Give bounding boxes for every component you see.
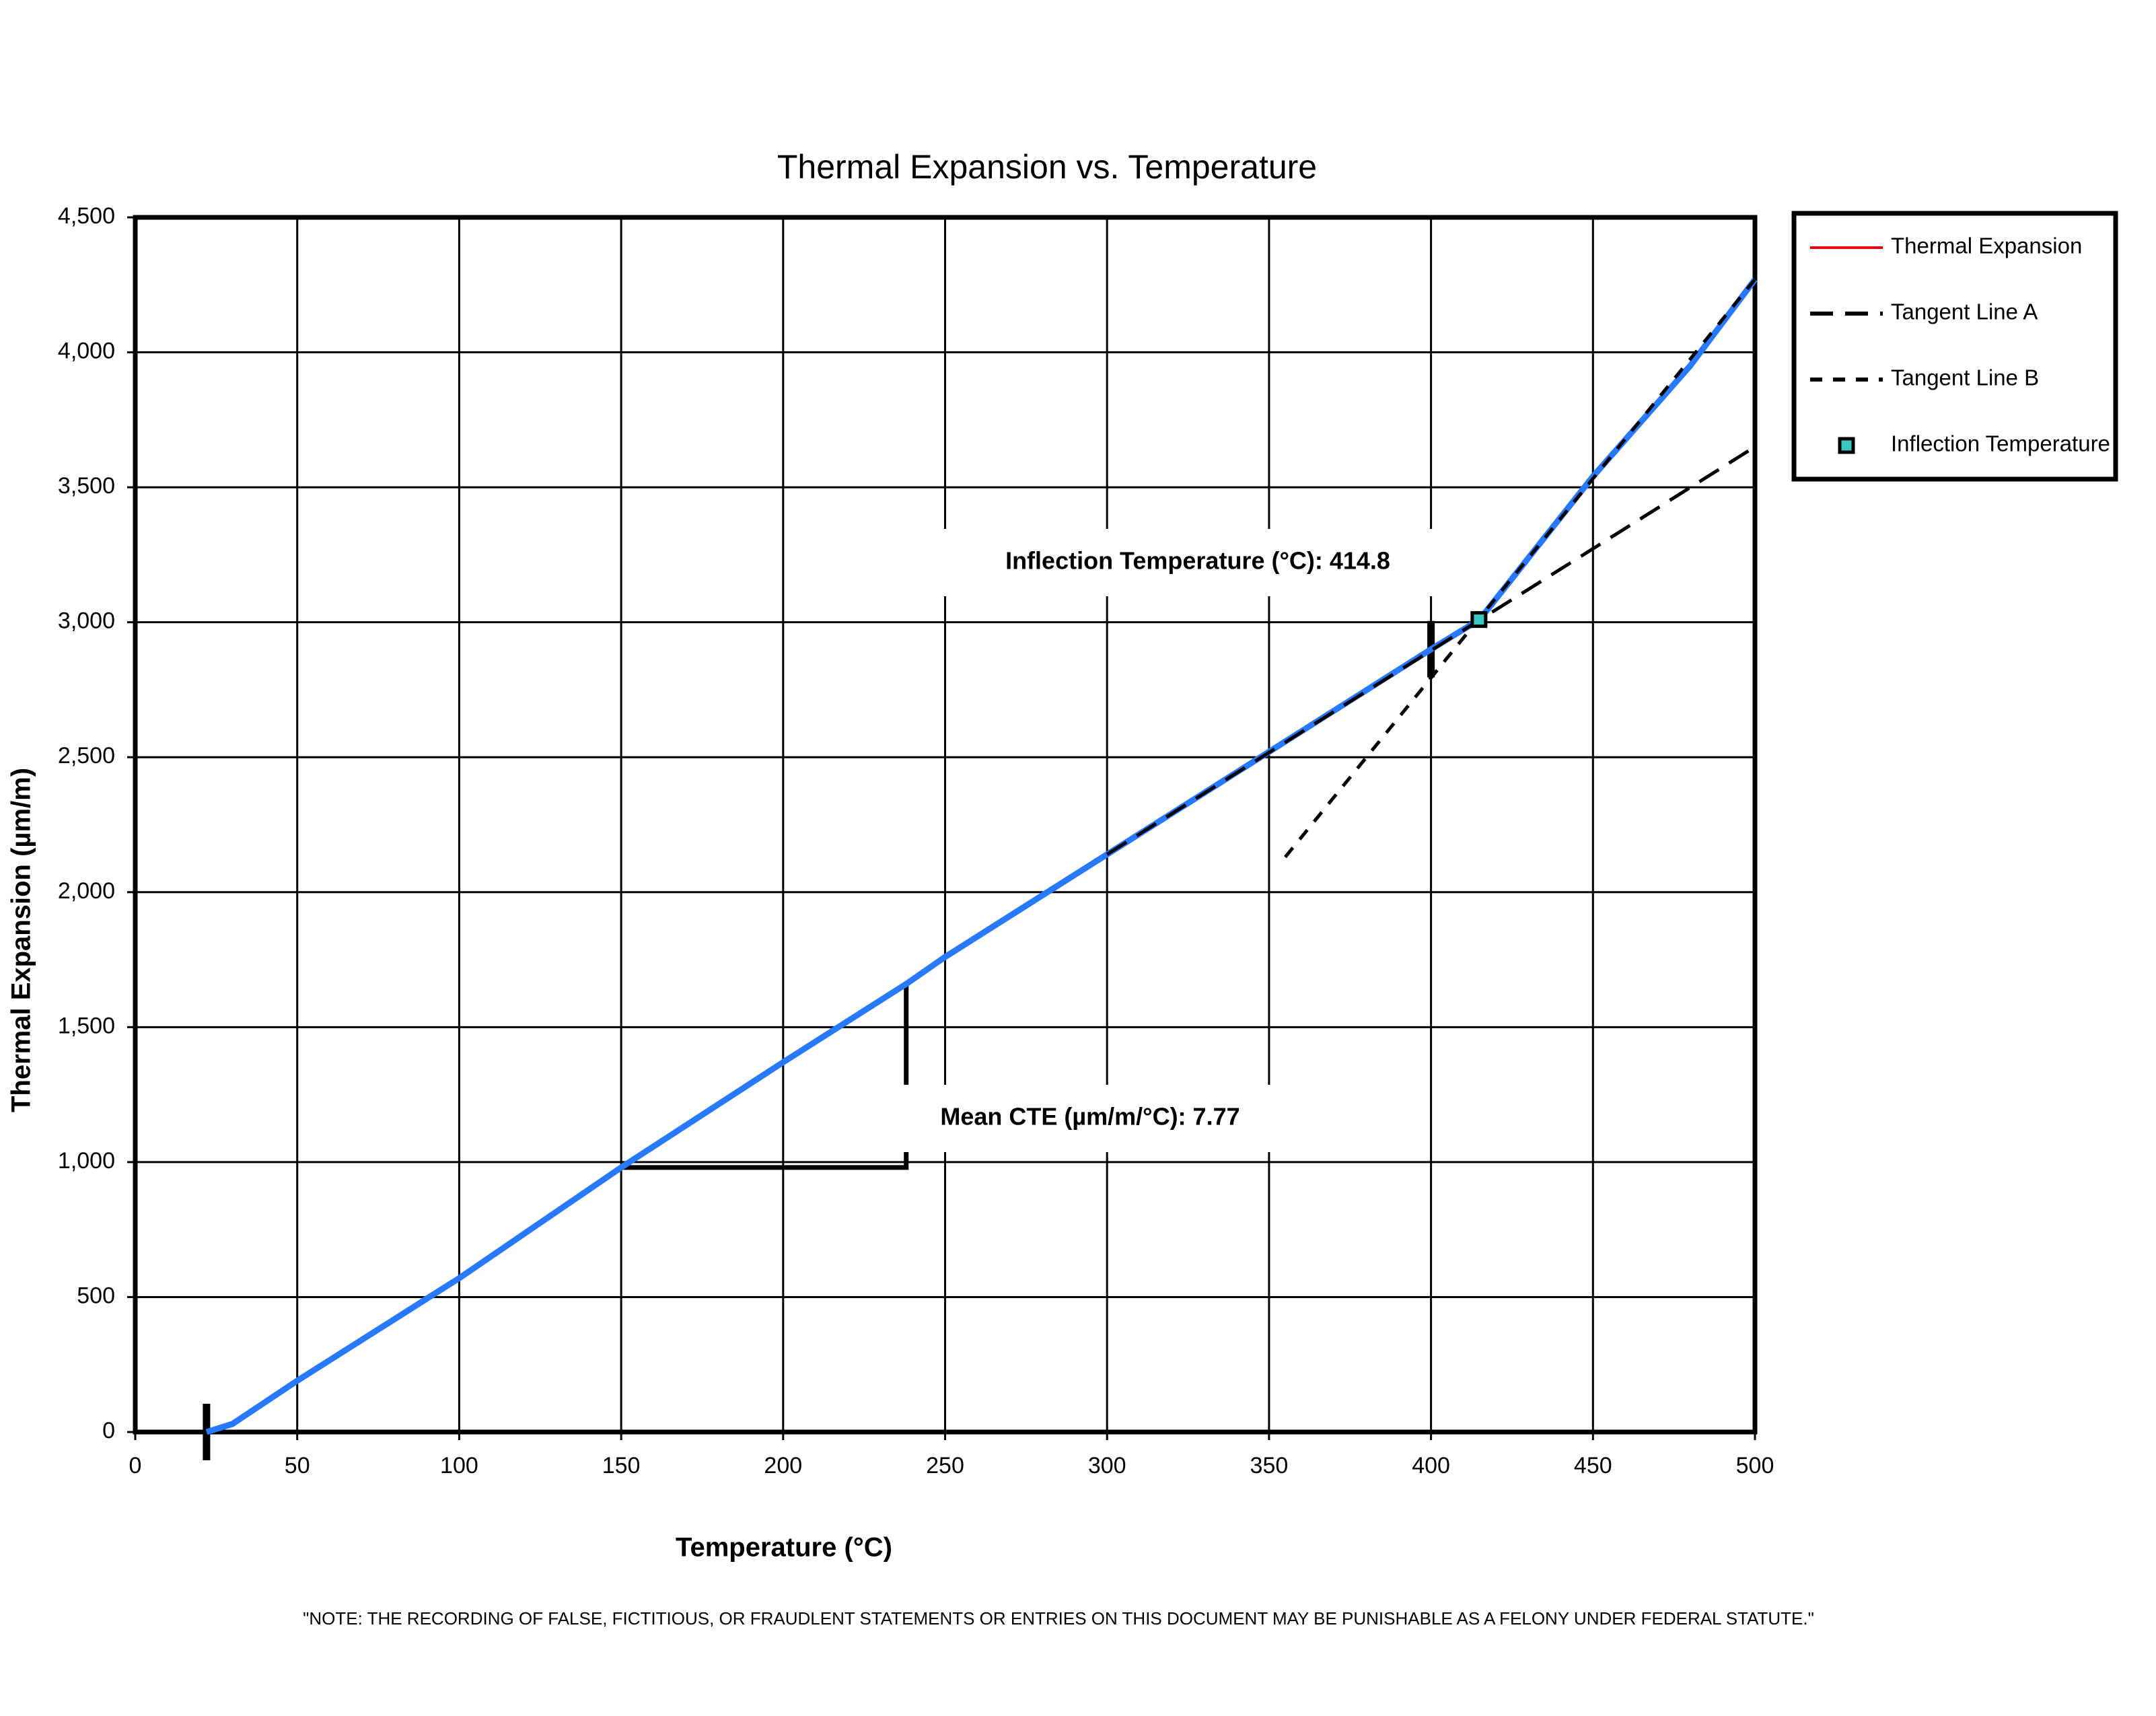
- x-tick-label: 400: [1412, 1453, 1450, 1478]
- cte-bracket: [621, 984, 909, 1170]
- x-tick-label: 500: [1736, 1453, 1774, 1478]
- legend-marker: [1838, 437, 1855, 454]
- y-tick-label: 2,000: [58, 878, 115, 904]
- data-line: [205, 277, 1758, 1435]
- y-tick-label: 1,000: [58, 1148, 115, 1174]
- y-tick-label: 0: [102, 1418, 115, 1443]
- x-tick-label: 100: [440, 1453, 478, 1478]
- legend-label: Tangent Line B: [1891, 365, 2039, 390]
- y-axis-label: Thermal Expansion (µm/m): [7, 768, 36, 1112]
- plot-frame: [133, 215, 1758, 1435]
- chart-title: Thermal Expansion vs. Temperature: [777, 148, 1317, 186]
- x-tick-label: 150: [602, 1453, 641, 1478]
- y-tick-label: 1,500: [58, 1013, 115, 1038]
- annotation-bg: [942, 529, 1453, 596]
- y-tick-label: 3,000: [58, 608, 115, 634]
- inflection-marker: [1470, 611, 1488, 629]
- annotation-bg: [834, 1085, 1346, 1152]
- x-tick-label: 200: [764, 1453, 802, 1478]
- x-axis-label: Temperature (°C): [676, 1533, 892, 1563]
- tangent-line: [1106, 445, 1756, 856]
- x-tick-label: 300: [1088, 1453, 1126, 1478]
- y-tick-label: 3,500: [58, 473, 115, 499]
- y-tick-label: 4,500: [58, 203, 115, 229]
- y-tick-label: 4,000: [58, 338, 115, 364]
- x-tick-label: 450: [1574, 1453, 1612, 1478]
- x-tick-label: 250: [926, 1453, 964, 1478]
- note: "NOTE: THE RECORDING OF FALSE, FICTITIOU…: [303, 1608, 1814, 1629]
- x-tick-label: 50: [285, 1453, 310, 1478]
- x-tick-label: 350: [1250, 1453, 1289, 1478]
- annotation: Mean CTE (µm/m/°C): 7.77: [940, 1103, 1239, 1131]
- y-tick-label: 500: [77, 1283, 115, 1308]
- y-tick-label: 2,500: [58, 743, 115, 768]
- legend-label: Tangent Line A: [1891, 299, 2038, 324]
- x-tick-label: 0: [129, 1453, 142, 1478]
- tangent-line: [1284, 278, 1756, 859]
- legend-label: Thermal Expansion: [1891, 234, 2082, 258]
- legend-label: Inflection Temperature: [1891, 431, 2110, 456]
- annotation: Inflection Temperature (°C): 414.8: [1005, 547, 1390, 575]
- legend-box: [1791, 211, 2118, 482]
